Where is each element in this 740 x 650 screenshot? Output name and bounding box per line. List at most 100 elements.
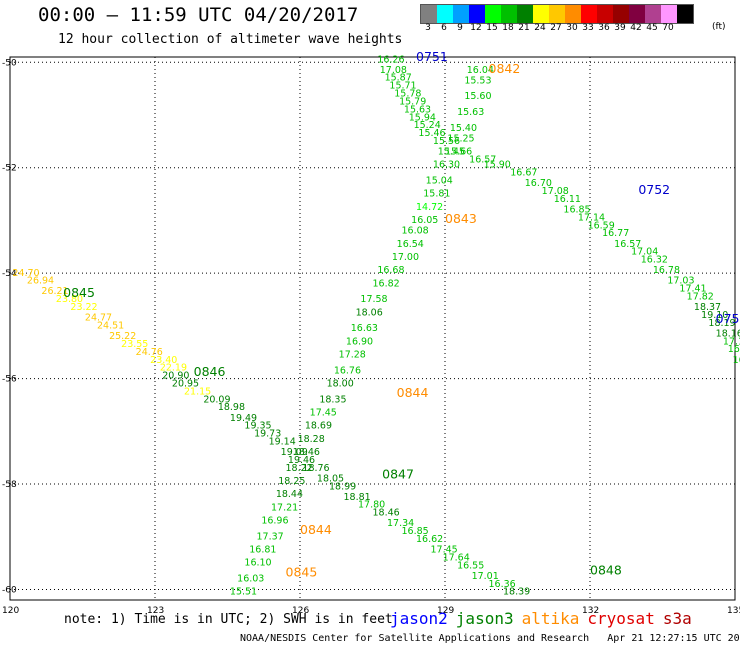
pass-time-label: 0842 (489, 61, 521, 76)
wave-height-value: 20.90 (162, 371, 189, 382)
wave-height-value: 17.45 (310, 407, 337, 418)
colorbar-tick-label: 39 (614, 23, 626, 33)
wave-height-value: 16.85 (563, 205, 590, 216)
colorbar-tick-label: 3 (425, 23, 431, 33)
wave-height-value: 16 (733, 355, 740, 366)
wave-height-value: 18.39 (503, 587, 530, 598)
lat-tick-label: -60 (2, 585, 17, 595)
wave-height-value: 16.70 (525, 178, 552, 189)
wave-height-value: 24.77 (85, 313, 112, 324)
colorbar-unit: (ft) (712, 22, 726, 32)
colorbar-tick-label: 33 (582, 23, 594, 33)
wave-height-value: 14.72 (416, 202, 443, 213)
wave-height-value: 15.63 (404, 104, 431, 115)
colorbar-tick-label: 24 (534, 23, 546, 33)
pass-time-label: 0848 (590, 563, 622, 578)
wave-height-colorbar (420, 4, 694, 24)
wave-height-value: 16.30 (433, 160, 460, 171)
figure-title: 00:00 – 11:59 UTC 04/20/2017 (38, 4, 359, 26)
lat-tick-label: -54 (2, 269, 17, 279)
wave-height-value: 17.08 (380, 65, 407, 76)
pass-time-label: 0751 (416, 49, 448, 64)
colorbar-swatch (485, 5, 501, 23)
wave-height-value: 18.19 (708, 318, 735, 329)
wave-height-value: 16.76 (334, 365, 361, 376)
wave-height-value: 16.85 (402, 526, 429, 537)
wave-height-value: 15.40 (450, 123, 477, 134)
wave-height-value: 16.55 (457, 560, 484, 571)
wave-height-value: 17.18 (723, 336, 740, 347)
pass-time-label: 075 (716, 311, 740, 326)
pass-time-label: 0843 (445, 211, 477, 226)
satellite-legend-item: jason3 (455, 609, 514, 628)
wave-height-value: 19.14 (269, 436, 296, 447)
footer-credit: NOAA/NESDIS Center for Satellite Applica… (240, 633, 740, 644)
wave-height-value: 16.03 (237, 574, 264, 585)
wave-height-value: 15.78 (394, 89, 421, 100)
satellite-legend: jason2 jason3 altika cryosat s3a (390, 609, 700, 628)
wave-height-value: 16.96 (261, 516, 288, 527)
map-frame (9, 56, 736, 601)
wave-height-value: 15.81 (423, 189, 450, 200)
pass-time-label: 0844 (300, 522, 332, 537)
colorbar-tick-label: 70 (662, 23, 674, 33)
wave-height-value: 19.46 (288, 455, 315, 466)
colorbar-tick-label: 18 (502, 23, 514, 33)
colorbar-swatch (645, 5, 661, 23)
wave-height-value: 26.21 (41, 286, 68, 297)
wave-height-value: 16.63 (351, 323, 378, 334)
wave-height-value: 19.35 (244, 421, 271, 432)
colorbar-swatch (629, 5, 645, 23)
wave-height-value: 19.73 (254, 429, 281, 440)
wave-height-value: 18.35 (319, 394, 346, 405)
wave-height-value: 19.10 (701, 310, 728, 321)
lon-tick-label: 123 (147, 606, 164, 616)
wave-height-value: 24.51 (97, 321, 124, 332)
colorbar-tick-label: 27 (550, 23, 562, 33)
wave-height-value: 16.57 (614, 239, 641, 250)
wave-height-value: 17.37 (257, 531, 284, 542)
wave-height-value: 18.22 (286, 463, 313, 474)
wave-height-value: 18.25 (278, 476, 305, 487)
wave-height-value: 18.37 (694, 302, 721, 313)
colorbar-tick-label: 30 (566, 23, 578, 33)
colorbar-swatch (469, 5, 485, 23)
colorbar-tick-label: 42 (630, 23, 642, 33)
wave-height-value: 16.05 (411, 215, 438, 226)
wave-height-value: 16.90 (346, 336, 373, 347)
lon-tick-label: 126 (292, 606, 309, 616)
wave-height-value: 16.32 (641, 255, 668, 266)
wave-height-value: 16.57 (469, 154, 496, 165)
wave-height-value: 18.44 (276, 489, 303, 500)
wave-height-value: 16.08 (402, 226, 429, 237)
wave-height-value: 23.80 (56, 294, 83, 305)
pass-time-label: 0752 (638, 182, 670, 197)
wave-height-value: 21.15 (184, 386, 211, 397)
units-note: note: 1) Time is in UTC; 2) SWH is in fe… (64, 612, 393, 627)
wave-height-value: 16.68 (377, 265, 404, 276)
wave-height-value: 22.19 (160, 363, 187, 374)
lat-tick-label: -52 (2, 164, 17, 174)
wave-height-value: 16.26 (377, 54, 404, 65)
wave-height-value: 16.81 (249, 545, 276, 556)
wave-height-value: 18.81 (344, 492, 371, 503)
wave-height-value: 17.28 (339, 349, 366, 360)
colorbar-swatch (453, 5, 469, 23)
wave-height-value: 18.46 (293, 447, 320, 458)
lat-tick-label: -56 (2, 375, 17, 385)
wave-height-value: 15.90 (484, 160, 511, 171)
wave-height-value: 16.7 (728, 344, 740, 355)
pass-time-label: 0845 (286, 564, 318, 579)
wave-height-value: 15.56 (433, 136, 460, 147)
colorbar-swatch (421, 5, 437, 23)
wave-height-value: 17.58 (360, 294, 387, 305)
wave-height-value: 15.46 (418, 128, 445, 139)
wave-height-value: 15.51 (230, 587, 257, 598)
colorbar-swatch (533, 5, 549, 23)
wave-height-value: 18.98 (218, 402, 245, 413)
wave-height-value: 15.25 (447, 133, 474, 144)
colorbar-tick-label: 36 (598, 23, 610, 33)
wave-height-value: 16.77 (602, 228, 629, 239)
